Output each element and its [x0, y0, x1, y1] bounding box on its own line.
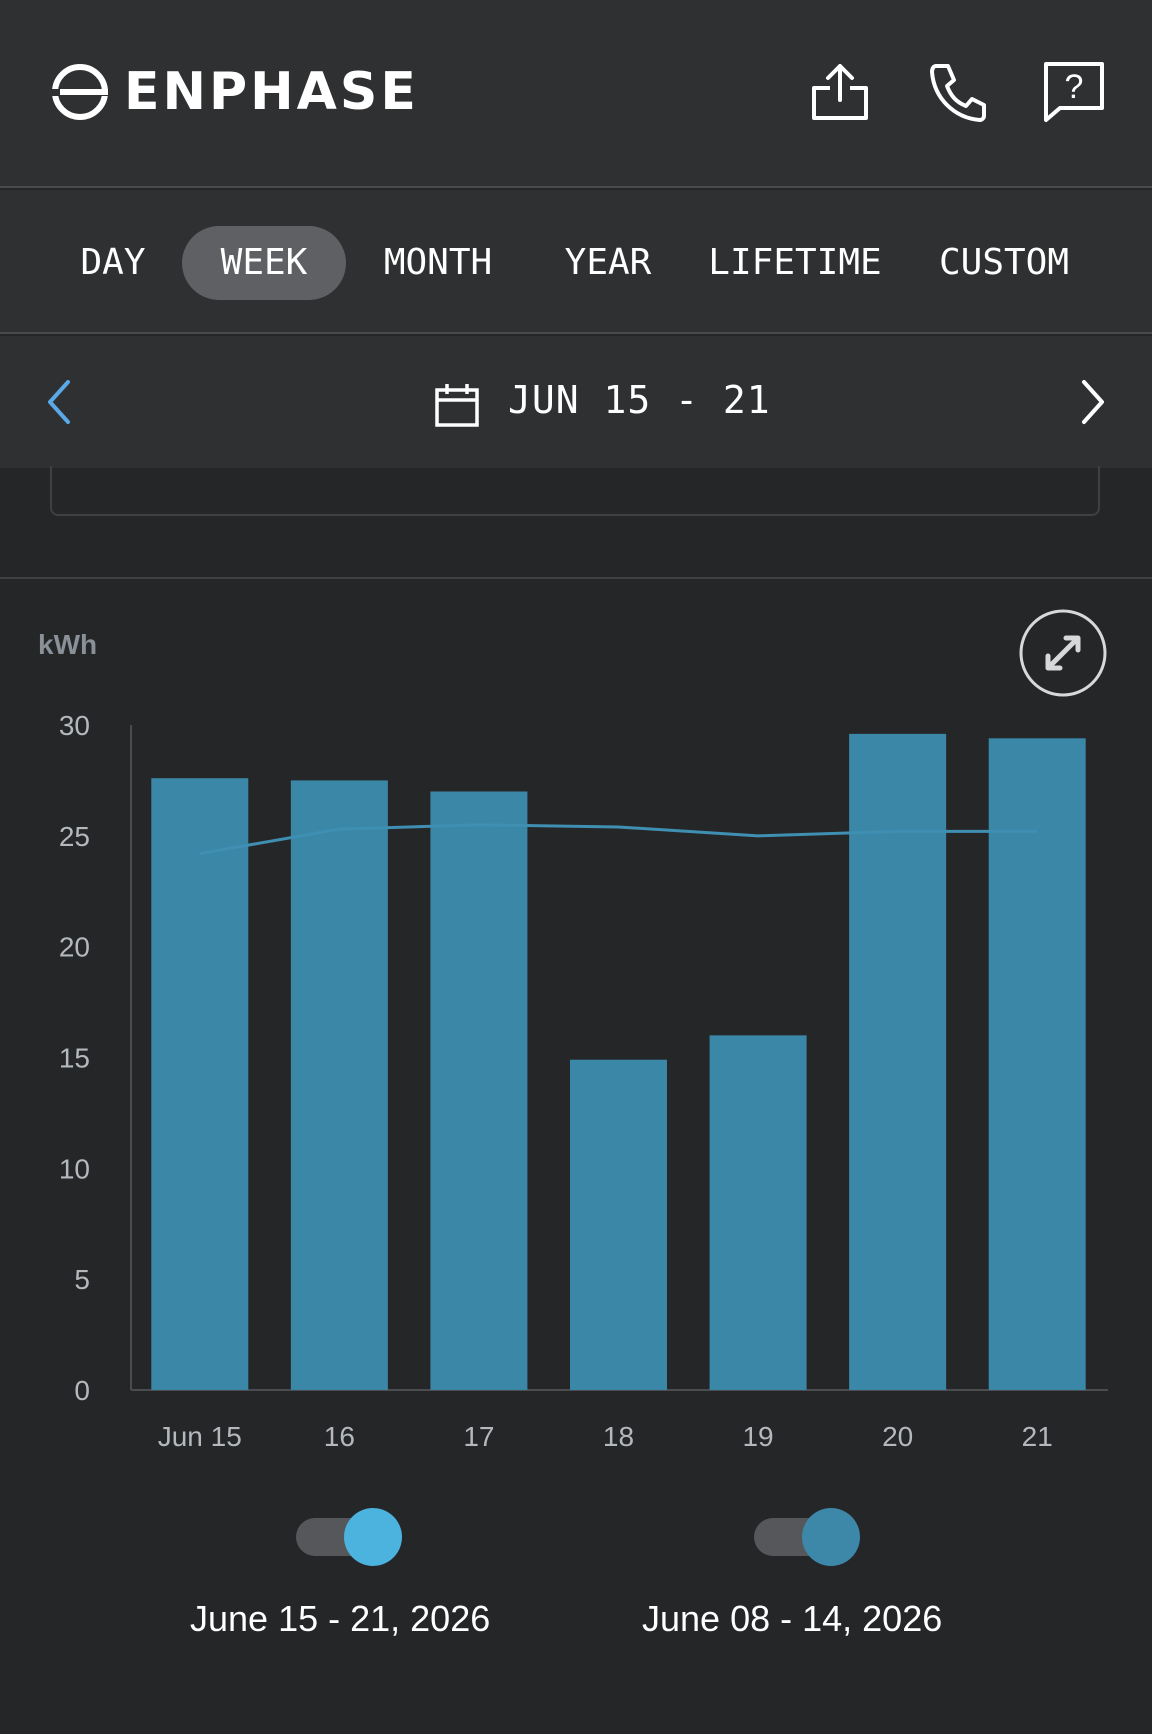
bar[interactable]	[988, 738, 1086, 1390]
bar[interactable]	[709, 1035, 807, 1390]
enphase-logo: ENPHASE	[50, 62, 419, 122]
calendar-icon[interactable]	[434, 382, 480, 428]
x-tick-label: Jun 15	[158, 1421, 242, 1452]
tab-week[interactable]: WEEK	[182, 226, 346, 300]
bar[interactable]	[430, 791, 528, 1391]
x-tick-label: 21	[1022, 1421, 1053, 1452]
tab-month[interactable]: MONTH	[383, 242, 493, 283]
y-tick-label: 20	[59, 932, 90, 963]
date-range-label[interactable]: JUN 15 - 21	[508, 378, 771, 422]
previous-period-arrow-icon[interactable]	[40, 376, 80, 428]
y-tick-label: 0	[74, 1375, 90, 1406]
expand-chart-button[interactable]	[1019, 609, 1107, 697]
bar[interactable]	[151, 778, 249, 1390]
y-axis-unit-label: kWh	[38, 629, 97, 660]
y-tick-label: 5	[74, 1264, 90, 1295]
previous-week-line	[199, 823, 1038, 856]
x-tick-label: 20	[882, 1421, 913, 1452]
period-tabs: DAY WEEK MONTH YEAR LIFETIME CUSTOM	[0, 190, 1152, 334]
toggle-knob	[344, 1508, 402, 1566]
svg-text:?: ?	[1065, 68, 1084, 106]
toggle-knob	[802, 1508, 860, 1566]
date-navigator: JUN 15 - 21	[0, 336, 1152, 468]
tab-lifetime[interactable]: LIFETIME	[708, 242, 882, 283]
x-tick-label: 19	[742, 1421, 773, 1452]
x-tick-label: 17	[463, 1421, 494, 1452]
y-tick-label: 15	[59, 1043, 90, 1074]
next-period-arrow-icon[interactable]	[1072, 376, 1112, 428]
energy-bar-chart: kWh 0 5 10 15 20 25 30 Jun 15 16 17 18 19 20 21	[38, 609, 1108, 1452]
bar[interactable]	[570, 1059, 667, 1390]
y-axis-ticks: 0 5 10 15 20 25 30	[59, 710, 90, 1406]
help-chat-icon[interactable]: ?	[1042, 60, 1106, 124]
y-tick-label: 25	[59, 821, 90, 852]
brand-name: ENPHASE	[124, 62, 419, 122]
enphase-logo-icon	[52, 64, 108, 120]
current-week-legend-label: June 15 - 21, 2026	[190, 1598, 491, 1639]
tab-custom[interactable]: CUSTOM	[938, 242, 1070, 283]
x-axis-ticks: Jun 15 16 17 18 19 20 21	[158, 1421, 1053, 1452]
expand-icon	[1045, 635, 1081, 671]
tab-year[interactable]: YEAR	[564, 242, 652, 283]
app-header: ENPHASE ?	[0, 0, 1152, 188]
tab-day[interactable]: DAY	[80, 242, 146, 283]
previous-week-legend-label: June 08 - 14, 2026	[642, 1598, 943, 1639]
x-tick-label: 18	[603, 1421, 634, 1452]
y-tick-label: 30	[59, 710, 90, 741]
bar-series	[151, 733, 1086, 1391]
x-tick-label: 16	[324, 1421, 355, 1452]
previous-week-toggle[interactable]	[750, 1508, 862, 1566]
summary-card-edge	[50, 466, 1100, 516]
bar[interactable]	[290, 780, 388, 1390]
bar[interactable]	[849, 733, 947, 1390]
section-divider	[0, 577, 1152, 579]
current-week-toggle[interactable]	[292, 1508, 404, 1566]
y-tick-label: 10	[59, 1153, 90, 1184]
share-icon[interactable]	[808, 60, 872, 124]
phone-icon[interactable]	[926, 60, 990, 124]
